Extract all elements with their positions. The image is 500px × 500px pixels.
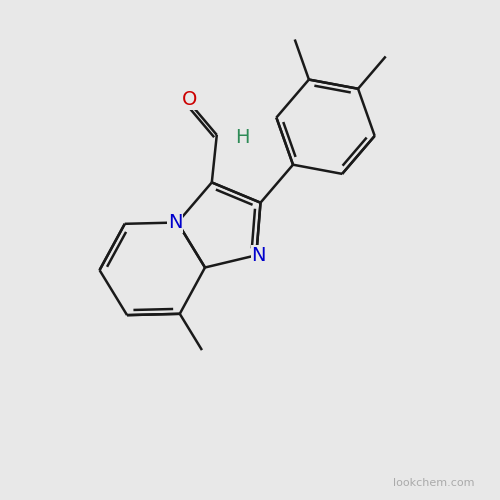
Text: H: H — [236, 128, 250, 147]
Text: O: O — [182, 90, 197, 110]
Text: lookchem.com: lookchem.com — [394, 478, 475, 488]
Text: N: N — [252, 246, 266, 265]
Text: N: N — [168, 213, 182, 232]
